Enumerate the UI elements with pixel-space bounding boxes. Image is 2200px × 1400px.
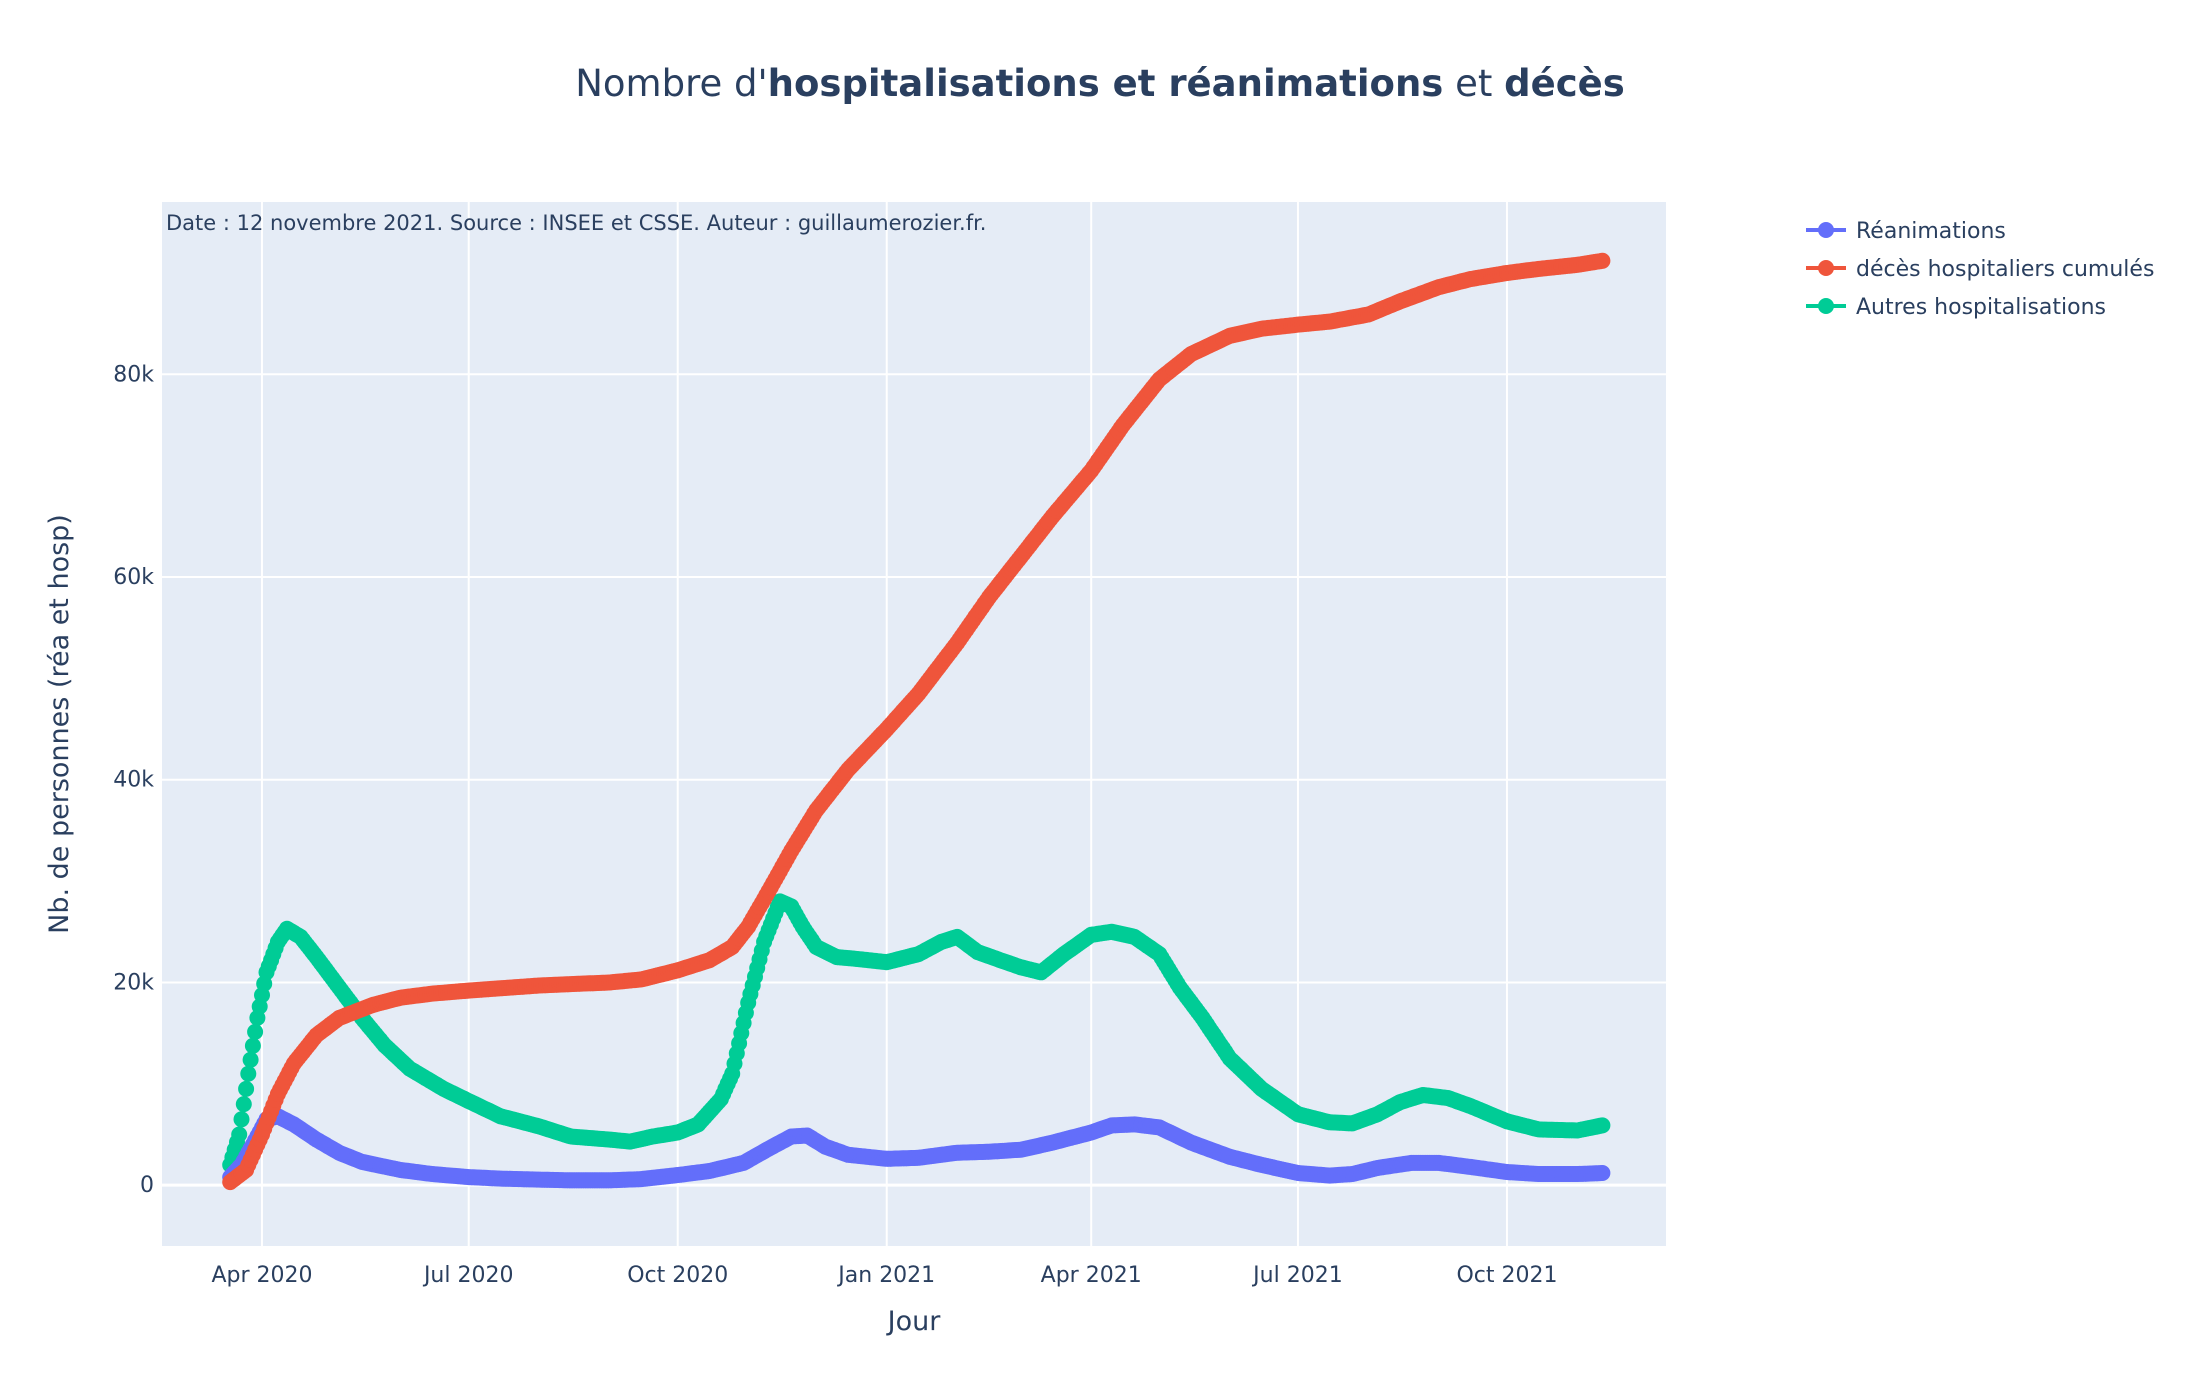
series-1 xyxy=(222,252,1611,1191)
series-2 xyxy=(222,893,1611,1173)
data-point xyxy=(240,1065,257,1082)
data-point xyxy=(247,1023,264,1040)
x-tick-label: Apr 2020 xyxy=(211,1263,312,1288)
data-point xyxy=(233,1111,250,1128)
y-tick-label: 20k xyxy=(113,970,154,995)
x-tick-label: Apr 2021 xyxy=(1041,1263,1142,1288)
x-tick-label: Oct 2021 xyxy=(1456,1263,1557,1288)
x-tick-label: Jul 2020 xyxy=(422,1263,514,1288)
legend-swatch-marker xyxy=(1818,260,1834,276)
source-annotation: Date : 12 novembre 2021. Source : INSEE … xyxy=(166,211,987,235)
x-axis-title: Jour xyxy=(886,1306,942,1337)
title-bold-deces: décès xyxy=(1504,62,1625,105)
data-point xyxy=(238,1080,255,1097)
legend[interactable]: Réanimations décès hospitaliers cumulés Au… xyxy=(1806,219,2154,320)
x-axis: Apr 2020 Jul 2020 Oct 2020 Jan 2021 Apr 2021… xyxy=(211,1263,1557,1288)
legend-label: décès hospitaliers cumulés xyxy=(1856,257,2154,282)
x-tick-label: Jul 2021 xyxy=(1251,1263,1343,1288)
data-point xyxy=(1594,1165,1611,1181)
legend-label: Réanimations xyxy=(1856,219,2006,244)
y-tick-label: 80k xyxy=(113,362,154,387)
gridlines xyxy=(162,202,1666,1246)
data-point xyxy=(1594,252,1611,269)
y-tick-label: 0 xyxy=(140,1173,154,1198)
legend-swatch-marker xyxy=(1818,222,1834,238)
data-point xyxy=(235,1096,252,1113)
series-0 xyxy=(222,1108,1611,1189)
legend-swatch-marker xyxy=(1818,298,1834,314)
y-axis-title: Nb. de personnes (réa et hosp) xyxy=(44,514,75,934)
legend-item[interactable]: Réanimations xyxy=(1806,219,2006,244)
x-tick-label: Oct 2020 xyxy=(627,1263,728,1288)
title-bold-hospitalisations: hospitalisations et réanimations xyxy=(768,62,1444,105)
y-axis: 0 20k 40k 60k 80k xyxy=(113,362,154,1198)
chart-title: Nombre d'hospitalisations et réanimation… xyxy=(575,62,1625,105)
series-layer xyxy=(222,252,1611,1191)
title-middle: et xyxy=(1443,62,1504,105)
data-point xyxy=(242,1051,259,1068)
legend-label: Autres hospitalisations xyxy=(1856,295,2106,320)
legend-item[interactable]: décès hospitaliers cumulés xyxy=(1806,257,2154,282)
title-prefix: Nombre d' xyxy=(575,62,767,105)
x-tick-label: Jan 2021 xyxy=(836,1263,935,1288)
data-point xyxy=(244,1037,261,1054)
y-tick-label: 40k xyxy=(113,768,154,793)
data-point xyxy=(1594,1117,1611,1134)
legend-item[interactable]: Autres hospitalisations xyxy=(1806,295,2106,320)
data-point xyxy=(231,1126,248,1143)
y-tick-label: 60k xyxy=(113,565,154,590)
